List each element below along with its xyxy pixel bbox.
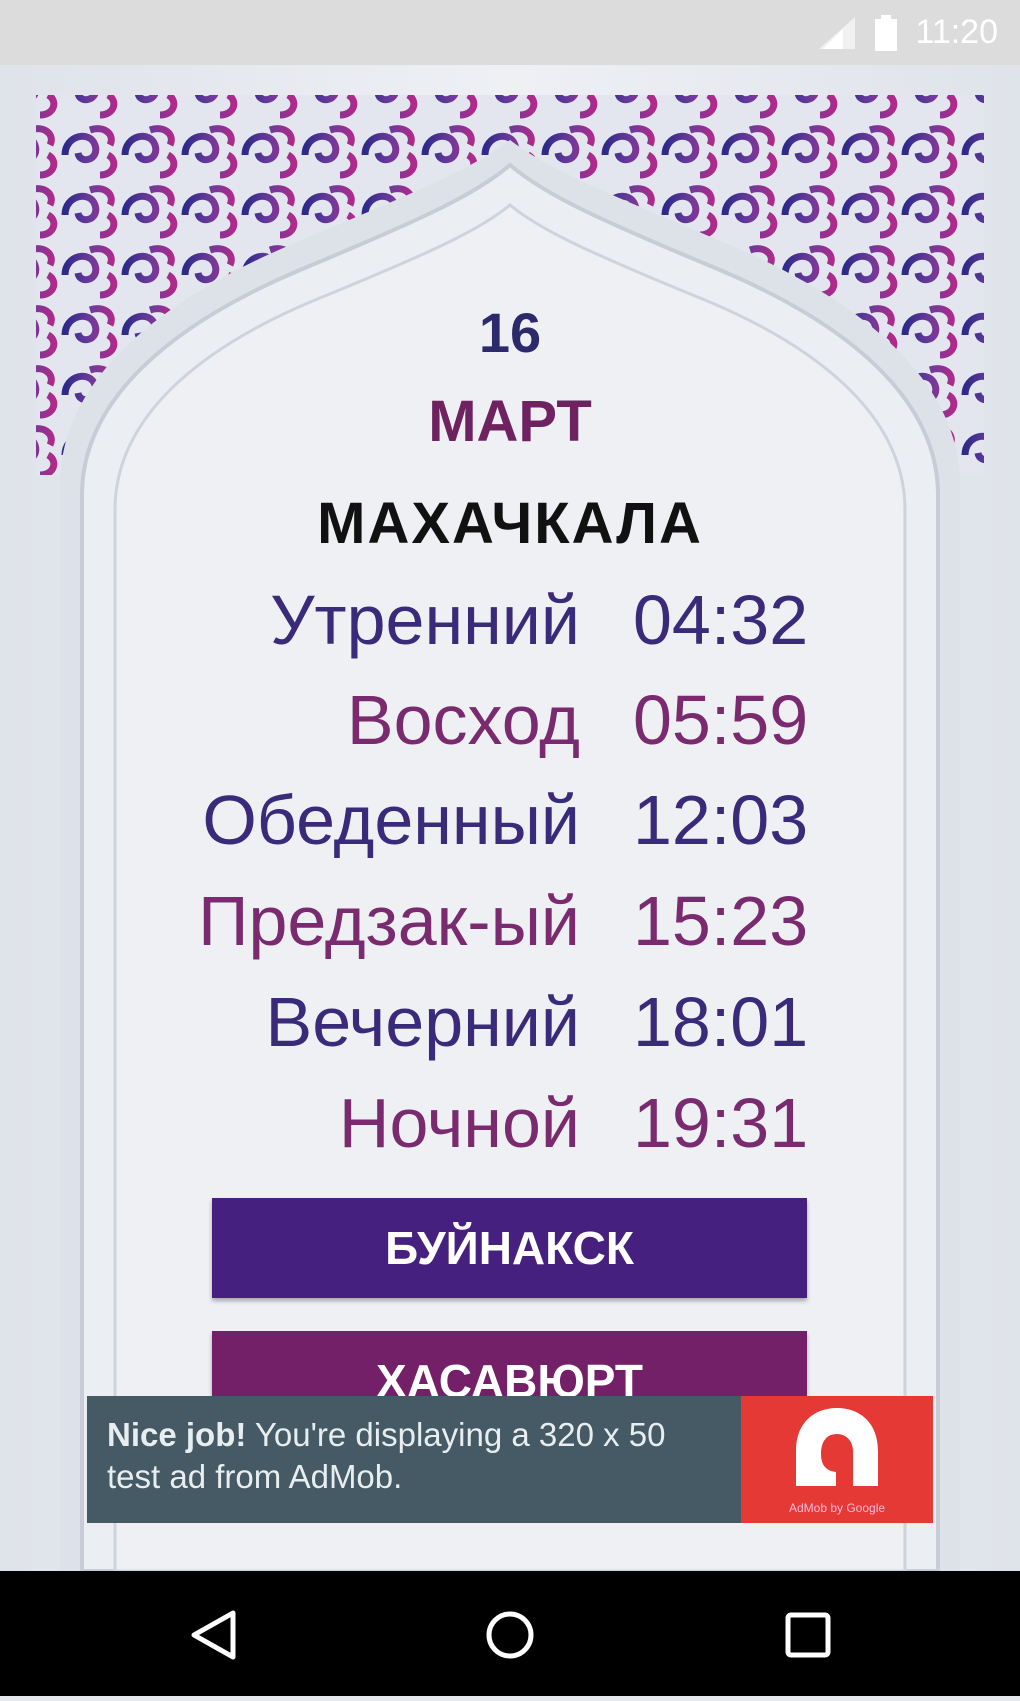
prayer-name: Вечерний: [265, 983, 581, 1061]
prayer-time: 18:01: [633, 983, 809, 1061]
date-day: 16: [478, 301, 542, 364]
prayer-row: Ночной 19:31: [0, 1083, 1020, 1183]
prayer-row: Восход 05:59: [0, 680, 1020, 780]
ad-bold-text: Nice job!: [107, 1416, 247, 1453]
status-bar: 11:20: [0, 0, 1020, 65]
button-label: БУЙНАКСК: [385, 1222, 634, 1274]
prayer-time: 04:32: [633, 581, 809, 659]
back-icon[interactable]: [191, 1610, 236, 1660]
prayer-time: 15:23: [633, 882, 809, 960]
prayer-row: Предзак-ый 15:23: [0, 881, 1020, 981]
prayer-name: Восход: [346, 681, 580, 759]
prayer-name: Утренний: [270, 581, 580, 659]
prayer-name: Предзак-ый: [198, 882, 580, 960]
ad-banner[interactable]: Nice job! You're displaying a 320 x 50 t…: [87, 1396, 933, 1523]
ad-text: Nice job! You're displaying a 320 x 50 t…: [87, 1396, 741, 1523]
admob-icon: [796, 1408, 878, 1486]
navigation-bar: [0, 1571, 1020, 1696]
city-name: МАХАЧКАЛА: [317, 491, 703, 556]
prayer-name: Ночной: [338, 1084, 580, 1162]
signal-icon: [819, 16, 856, 49]
prayer-row: Утренний 04:32: [0, 580, 1020, 680]
ad-brand: AdMob by Google: [788, 1501, 886, 1515]
prayer-time: 05:59: [633, 681, 809, 759]
prayer-row: Обеденный 12:03: [0, 780, 1020, 880]
ad-body-text: You're displaying a 320 x 50 test ad fro…: [107, 1416, 666, 1495]
home-icon[interactable]: [486, 1611, 534, 1659]
prayer-time: 19:31: [633, 1084, 809, 1162]
prayer-row: Вечерний 18:01: [0, 982, 1020, 1082]
prayer-time: 12:03: [633, 781, 809, 859]
prayer-name: Обеденный: [202, 781, 580, 859]
battery-icon: [875, 14, 898, 51]
date-month: МАРТ: [428, 389, 592, 454]
admob-logo: AdMob by Google: [741, 1396, 933, 1523]
city-button-buynaksk[interactable]: БУЙНАКСК: [212, 1198, 807, 1298]
recents-icon[interactable]: [785, 1612, 831, 1658]
clock: 11:20: [915, 13, 998, 51]
